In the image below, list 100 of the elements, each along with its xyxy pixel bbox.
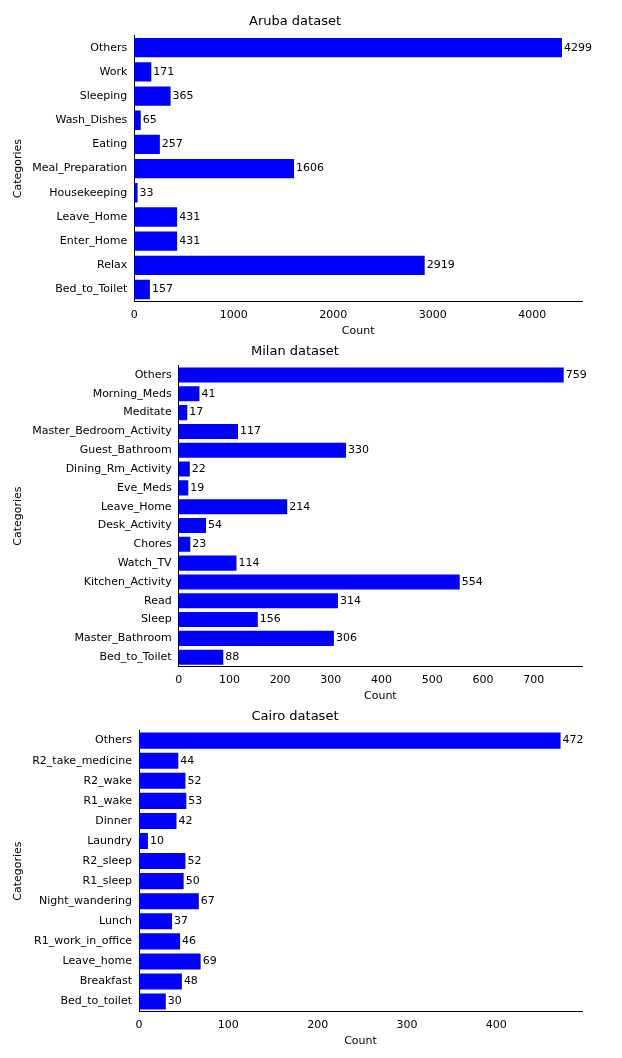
bar	[139, 832, 148, 850]
y-tick-label: Relax	[97, 258, 128, 272]
data-label: 156	[259, 612, 281, 626]
x-tick-label: 1000	[219, 308, 248, 322]
y-tick-label: Lunch	[99, 914, 133, 928]
bar	[178, 442, 347, 458]
bar	[134, 110, 141, 130]
bar	[178, 630, 334, 646]
x-axis-title: Count	[344, 1034, 378, 1048]
bar	[139, 853, 186, 870]
y-tick-label: Desk_Activity	[97, 518, 173, 532]
chart-title: Cairo dataset	[251, 708, 339, 724]
data-label: 472	[562, 733, 584, 747]
x-tick-label: 0	[135, 1018, 143, 1032]
x-tick-label: 400	[485, 1018, 507, 1032]
data-label: 330	[348, 443, 370, 457]
bar	[178, 649, 224, 665]
data-label: 171	[153, 64, 175, 78]
y-tick-label: Bed_to_Toilet	[99, 650, 173, 664]
data-label: 306	[335, 631, 357, 645]
data-label: 41	[201, 386, 216, 400]
data-label: 117	[240, 424, 262, 438]
bar	[139, 893, 199, 910]
bar	[139, 812, 177, 829]
data-label: 88	[225, 650, 240, 664]
data-label: 48	[183, 974, 198, 988]
y-tick-label: Chores	[133, 537, 172, 551]
y-tick-label: Sleeping	[79, 88, 128, 102]
data-label: 65	[142, 113, 157, 127]
y-tick-label: Others	[90, 40, 128, 54]
bar	[139, 973, 182, 990]
bar	[178, 367, 564, 383]
bar	[178, 593, 338, 609]
data-label: 431	[179, 234, 201, 247]
bar	[178, 480, 189, 496]
x-tick-label: 500	[421, 673, 443, 687]
y-tick-label: Read	[144, 593, 172, 607]
bar	[139, 913, 173, 930]
y-tick-label: Dining_Rm_Activity	[65, 461, 173, 475]
y-tick-label: Others	[95, 733, 133, 747]
bar	[134, 279, 150, 300]
data-label: 257	[161, 137, 183, 151]
y-tick-label: Leave_Home	[100, 499, 172, 513]
x-axis-title: Count	[363, 689, 398, 703]
bar	[139, 873, 184, 890]
data-label: 22	[191, 461, 206, 475]
data-label: 114	[238, 555, 260, 569]
x-tick-label: 0	[130, 308, 138, 322]
x-tick-label: 300	[320, 673, 342, 687]
data-label: 37	[174, 914, 189, 928]
y-tick-label: R1_sleep	[82, 874, 133, 887]
x-tick-label: 400	[371, 673, 393, 687]
data-label: 314	[339, 593, 361, 607]
y-tick-label: Meditate	[123, 405, 172, 419]
y-tick-label: Bed_to_toilet	[60, 994, 133, 1008]
data-label: 67	[200, 894, 215, 908]
bar	[134, 207, 178, 227]
y-tick-label: Enter_Home	[59, 234, 128, 247]
y-tick-label: Leave_Home	[56, 209, 128, 223]
bar	[178, 423, 239, 439]
y-tick-label: Eating	[92, 137, 128, 151]
bar	[134, 255, 425, 275]
bar	[178, 461, 190, 477]
y-axis-title: Categories	[11, 138, 25, 199]
y-tick-label: R1_wake	[83, 793, 133, 807]
y-tick-label: Housekeeping	[49, 185, 128, 199]
bar	[134, 158, 295, 179]
y-tick-label: Eve_Meds	[116, 480, 172, 494]
y-tick-label: Leave_home	[62, 954, 133, 968]
bar	[178, 517, 207, 534]
bar	[139, 772, 186, 789]
bar	[134, 86, 171, 106]
y-axis-title: Categories	[11, 841, 25, 901]
bar	[178, 405, 188, 421]
data-label: 365	[172, 88, 194, 102]
x-tick-label: 4000	[518, 308, 547, 322]
bar	[139, 933, 181, 950]
bar	[139, 752, 179, 769]
data-label: 44	[180, 753, 195, 767]
y-tick-label: R1_work_in_office	[34, 934, 133, 948]
data-label: 1606	[296, 161, 325, 175]
bar	[134, 62, 152, 82]
bar	[134, 38, 562, 58]
data-label: 23	[192, 537, 207, 551]
bar	[178, 555, 237, 571]
x-tick-label: 200	[307, 1018, 329, 1032]
x-tick-label: 300	[396, 1018, 418, 1032]
y-tick-label: R2_take_medicine	[32, 753, 133, 767]
x-axis-title: Count	[341, 324, 376, 338]
x-tick-label: 0	[175, 673, 183, 687]
y-tick-label: R2_wake	[83, 773, 133, 787]
y-tick-label: Master_Bathroom	[74, 631, 172, 645]
y-tick-label: Laundry	[87, 833, 133, 847]
y-tick-label: Meal_Preparation	[32, 161, 128, 175]
bar	[139, 953, 201, 970]
y-tick-label: Guest_Bathroom	[79, 443, 172, 457]
data-label: 54	[208, 518, 223, 532]
chart-title: Milan dataset	[251, 343, 339, 359]
y-tick-label: Breakfast	[79, 974, 133, 988]
bar	[139, 732, 561, 749]
